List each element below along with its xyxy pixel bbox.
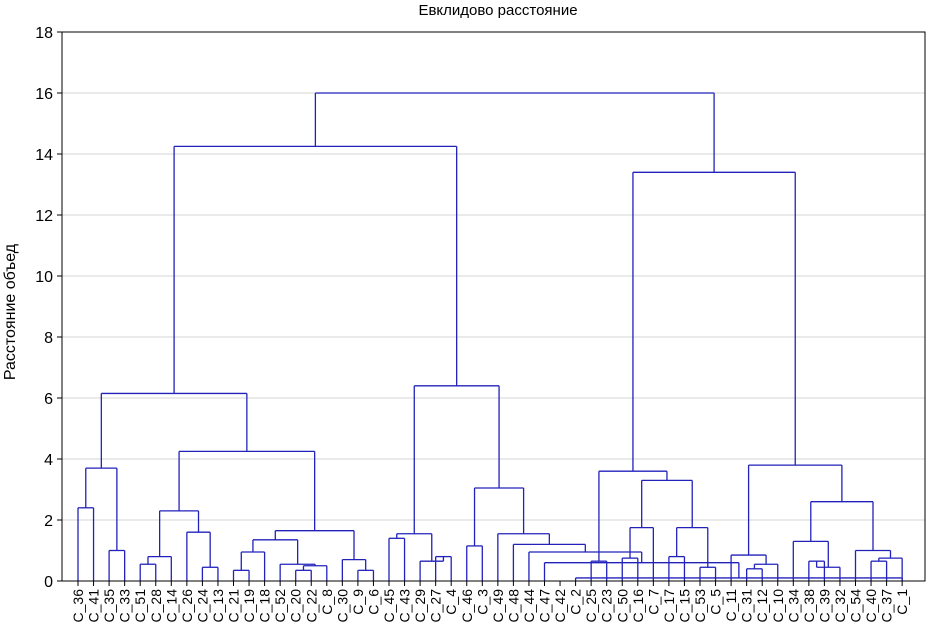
leaf-label: C_1 xyxy=(894,589,910,615)
leaf-label: C_27 xyxy=(428,589,444,623)
leaf-label: C_24 xyxy=(194,589,210,623)
leaf-label: C_29 xyxy=(412,589,428,623)
leaf-label: C_8 xyxy=(319,589,335,615)
leaf-label: C_43 xyxy=(397,589,413,623)
leaf-label: C_19 xyxy=(241,589,257,623)
leaf-label: C_7 xyxy=(645,589,661,615)
leaf-label: C_51 xyxy=(132,589,148,623)
y-tick-label: 16 xyxy=(35,86,53,103)
y-tick-label: 0 xyxy=(44,574,53,591)
leaf-label: C_44 xyxy=(521,589,537,623)
leaf-label: C_14 xyxy=(163,589,179,623)
y-axis-ticks: 0 2 4 6 8 10 12 14 16 18 xyxy=(35,25,62,591)
leaf-label: C_26 xyxy=(179,589,195,623)
leaf-label: C_21 xyxy=(226,589,242,623)
y-tick-label: 14 xyxy=(35,147,53,164)
y-tick-label: 8 xyxy=(44,330,53,347)
leaf-label: C_35 xyxy=(101,589,117,623)
leaf-label: C_49 xyxy=(490,589,506,623)
leaf-label: C_17 xyxy=(661,589,677,623)
leaf-label: C_9 xyxy=(350,589,366,615)
leaf-label: C_22 xyxy=(303,589,319,623)
leaf-label: C_42 xyxy=(552,589,568,623)
leaf-label: C_41 xyxy=(86,589,102,623)
leaf-label: C_47 xyxy=(537,589,553,623)
dendrogram-links xyxy=(77,92,903,581)
leaf-label: C_48 xyxy=(505,589,521,623)
leaf-label: C_25 xyxy=(583,589,599,623)
leaf-label: C_53 xyxy=(692,589,708,623)
leaf-label: C_6 xyxy=(365,589,381,615)
leaf-label: C_54 xyxy=(848,589,864,623)
leaf-label: C_38 xyxy=(801,589,817,623)
y-tick-label: 12 xyxy=(35,208,53,225)
leaf-label: C_40 xyxy=(863,589,879,623)
leaf-label: C_37 xyxy=(879,589,895,623)
x-axis-ticks: C_36 C_41 C_35 C_33 C_51 C_28 C_14 C_26 C_24 C_13… xyxy=(70,581,910,622)
leaf-label: C_23 xyxy=(599,589,615,623)
leaf-label: C_33 xyxy=(117,589,133,623)
leaf-label: C_20 xyxy=(288,589,304,623)
leaf-label: C_32 xyxy=(832,589,848,623)
chart-title: Евклидово расстояние xyxy=(418,2,577,19)
y-tick-label: 6 xyxy=(44,391,53,408)
y-axis-label: Расстояние объед xyxy=(2,243,19,380)
leaf-label: C_52 xyxy=(272,589,288,623)
leaf-label: C_36 xyxy=(70,589,86,623)
gridlines xyxy=(62,92,925,521)
y-tick-label: 4 xyxy=(44,452,53,469)
y-tick-label: 18 xyxy=(35,25,53,42)
leaf-label: C_50 xyxy=(614,589,630,623)
leaf-label: C_12 xyxy=(754,589,770,623)
y-tick-label: 2 xyxy=(44,513,53,530)
leaf-label: C_5 xyxy=(708,589,724,615)
leaf-label: C_11 xyxy=(723,589,739,622)
leaf-label: C_31 xyxy=(739,589,755,623)
leaf-label: C_34 xyxy=(785,589,801,623)
leaf-label: C_13 xyxy=(210,589,226,623)
leaf-label: C_46 xyxy=(459,589,475,623)
leaf-label: C_2 xyxy=(568,589,584,615)
y-tick-label: 10 xyxy=(35,269,53,286)
leaf-label: C_3 xyxy=(474,589,490,615)
leaf-label: C_18 xyxy=(257,589,273,623)
leaf-label: C_10 xyxy=(770,589,786,623)
leaf-label: C_45 xyxy=(381,589,397,623)
plot-frame xyxy=(61,31,926,582)
leaf-label: C_39 xyxy=(816,589,832,623)
leaf-label: C_28 xyxy=(148,589,164,623)
leaf-label: C_15 xyxy=(676,589,692,623)
leaf-label: C_30 xyxy=(334,589,350,623)
leaf-label: C_16 xyxy=(630,589,646,623)
leaf-label: C_4 xyxy=(443,589,459,615)
